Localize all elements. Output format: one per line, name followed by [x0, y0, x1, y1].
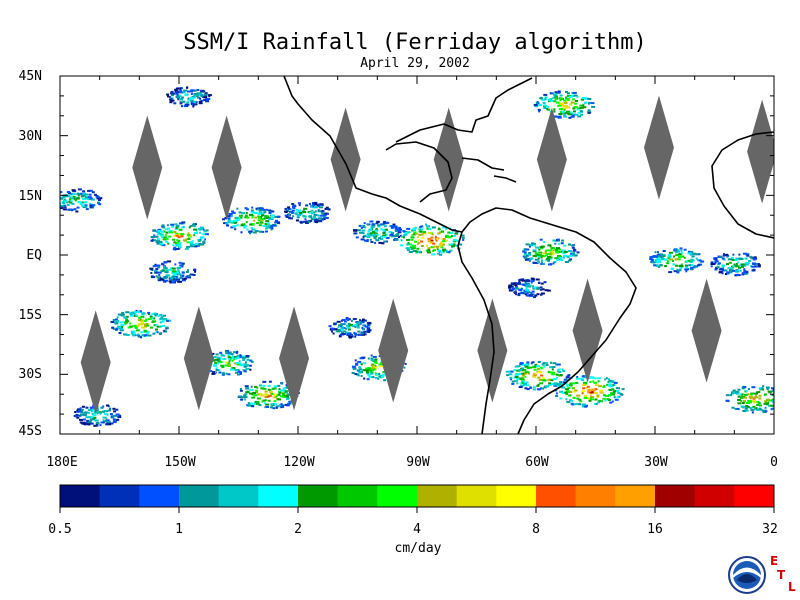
- colorbar-swatch: [536, 485, 577, 507]
- colorbar-units: cm/day: [394, 541, 442, 556]
- colorbar-swatch: [60, 485, 101, 507]
- swath-gap: [536, 107, 567, 212]
- colorbar-swatch: [417, 485, 458, 507]
- lat-label-30s: 30S: [18, 367, 42, 382]
- rain-region: [710, 252, 761, 277]
- rain-region: [533, 90, 596, 119]
- rain-region: [60, 188, 103, 213]
- swath-gap: [477, 298, 508, 403]
- etl-logo-t: T: [777, 568, 786, 582]
- lat-label-45n: 45N: [18, 69, 42, 84]
- swath-gap: [132, 115, 163, 220]
- rain-region: [150, 221, 209, 251]
- rain-region: [328, 317, 372, 339]
- swath-gaps: [80, 95, 774, 415]
- lon-label-30w: 30W: [644, 455, 668, 470]
- axis-ticks: [59, 75, 775, 435]
- rain-region: [222, 206, 281, 235]
- colorbar-swatch: [575, 485, 616, 507]
- rain-region: [508, 277, 551, 299]
- map-date: April 29, 2002: [360, 56, 470, 71]
- lat-label-15n: 15N: [18, 189, 42, 204]
- lon-label-0: 0: [770, 455, 778, 470]
- lat-label-45s: 45S: [18, 424, 42, 439]
- lon-label-150w: 150W: [164, 455, 196, 470]
- colorbar-swatch: [258, 485, 299, 507]
- rain-region: [554, 375, 625, 408]
- colorbar-swatch: [99, 485, 140, 507]
- colorbar-swatch: [218, 485, 259, 507]
- lat-label-eq: EQ: [26, 248, 42, 263]
- swath-gap: [211, 115, 242, 220]
- etl-logo-e: E: [770, 554, 779, 568]
- rain-region: [505, 361, 571, 391]
- rain-region: [110, 309, 172, 339]
- etl-logo-l: L: [788, 580, 796, 594]
- colorbar-swatch: [655, 485, 696, 507]
- colorbar-swatch: [298, 485, 339, 507]
- colorbar-swatch: [694, 485, 735, 507]
- colorbar-swatch: [377, 485, 418, 507]
- colorbar-label-2: 2: [294, 522, 302, 537]
- map-title: SSM/I Rainfall (Ferriday algorithm): [183, 30, 647, 55]
- rain-region: [522, 238, 580, 266]
- swath-gap: [183, 306, 214, 411]
- swath-gap: [378, 298, 409, 403]
- colorbar-label-32: 32: [762, 522, 778, 537]
- coastlines: [283, 76, 774, 434]
- noaa-logo-icon: [728, 556, 766, 594]
- colorbar-swatch: [337, 485, 378, 507]
- colorbar-label-1: 1: [175, 522, 183, 537]
- rain-region: [725, 385, 774, 414]
- lon-label-60w: 60W: [525, 455, 549, 470]
- rain-region: [284, 201, 331, 224]
- swath-gap: [572, 278, 603, 383]
- colorbar: [59, 484, 775, 513]
- lat-label-15s: 15S: [18, 308, 42, 323]
- swath-gap: [747, 99, 774, 204]
- colorbar-swatch: [139, 485, 180, 507]
- swath-gap: [691, 278, 722, 383]
- swath-gap: [433, 107, 464, 212]
- colorbar-swatch: [456, 485, 497, 507]
- swath-gap: [330, 107, 361, 212]
- colorbar-swatch: [496, 485, 537, 507]
- colorbar-label-8: 8: [532, 522, 540, 537]
- colorbar-label-4: 4: [413, 522, 421, 537]
- colorbar-swatch: [179, 485, 220, 507]
- rain-region: [149, 260, 197, 284]
- rain-layer: [60, 86, 774, 427]
- lat-label-30n: 30N: [18, 129, 42, 144]
- swath-gap: [80, 310, 111, 415]
- lon-label-180e: 180E: [46, 455, 78, 470]
- lon-label-120w: 120W: [283, 455, 315, 470]
- colorbar-swatch: [734, 485, 775, 507]
- swath-gap: [643, 95, 674, 200]
- rain-region: [166, 86, 212, 108]
- rain-region: [394, 223, 465, 256]
- colorbar-swatch: [615, 485, 656, 507]
- lon-label-90w: 90W: [406, 455, 430, 470]
- colorbar-label-0-5: 0.5: [48, 522, 72, 537]
- rain-region: [353, 220, 402, 245]
- rain-region: [649, 247, 705, 274]
- colorbar-label-16: 16: [647, 522, 663, 537]
- swath-gap: [279, 306, 310, 411]
